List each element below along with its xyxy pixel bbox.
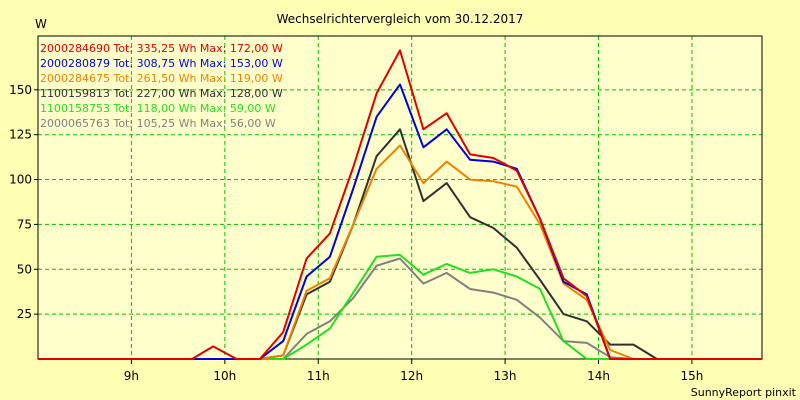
legend-entry-2000280879: 2000280879 Tot: 308,75 Wh Max: 153,00 W bbox=[40, 57, 283, 70]
series-line-2000284690 bbox=[38, 49, 762, 360]
plot-border bbox=[37, 35, 763, 360]
y-tick-label: 50 bbox=[17, 262, 32, 276]
chart-title: Wechselrichtervergleich vom 30.12.2017 bbox=[277, 12, 524, 26]
y-axis-ticks: 25 50 75 100 125 150 bbox=[9, 83, 38, 321]
x-tick-label: 9h bbox=[124, 369, 139, 383]
y-tick-label: 75 bbox=[17, 217, 32, 231]
x-tick-label: 15h bbox=[680, 369, 703, 383]
y-tick-label: 125 bbox=[9, 128, 32, 142]
axes bbox=[37, 35, 763, 360]
y-tick-label: 25 bbox=[17, 307, 32, 321]
legend-entry-1100158753: 1100158753 Tot: 118,00 Wh Max: 59,00 W bbox=[40, 102, 276, 115]
y-axis-unit-label: W bbox=[35, 17, 47, 31]
grid-lines bbox=[38, 36, 762, 359]
legend-entry-2000284675: 2000284675 Tot: 261,50 Wh Max: 119,00 W bbox=[40, 72, 283, 85]
y-tick-label: 150 bbox=[9, 83, 32, 97]
x-tick-label: 11h bbox=[307, 369, 330, 383]
x-axis-ticks: 9h 10h 11h 12h 13h 14h 15h bbox=[124, 359, 703, 383]
legend-entry-2000065763: 2000065763 Tot: 105,25 Wh Max: 56,00 W bbox=[40, 117, 276, 130]
series-lines bbox=[38, 49, 762, 360]
credit-label: SunnyReport pinxit bbox=[691, 386, 797, 399]
legend-entry-2000284690: 2000284690 Tot: 335,25 Wh Max: 172,00 W bbox=[40, 42, 283, 55]
y-tick-label: 100 bbox=[9, 173, 32, 187]
x-tick-label: 14h bbox=[587, 369, 610, 383]
x-tick-label: 13h bbox=[494, 369, 517, 383]
x-tick-label: 12h bbox=[400, 369, 423, 383]
x-tick-label: 10h bbox=[213, 369, 236, 383]
legend: 2000284690 Tot: 335,25 Wh Max: 172,00 W 2… bbox=[40, 42, 283, 130]
legend-entry-1100159813: 1100159813 Tot: 227,00 Wh Max: 128,00 W bbox=[40, 87, 283, 100]
